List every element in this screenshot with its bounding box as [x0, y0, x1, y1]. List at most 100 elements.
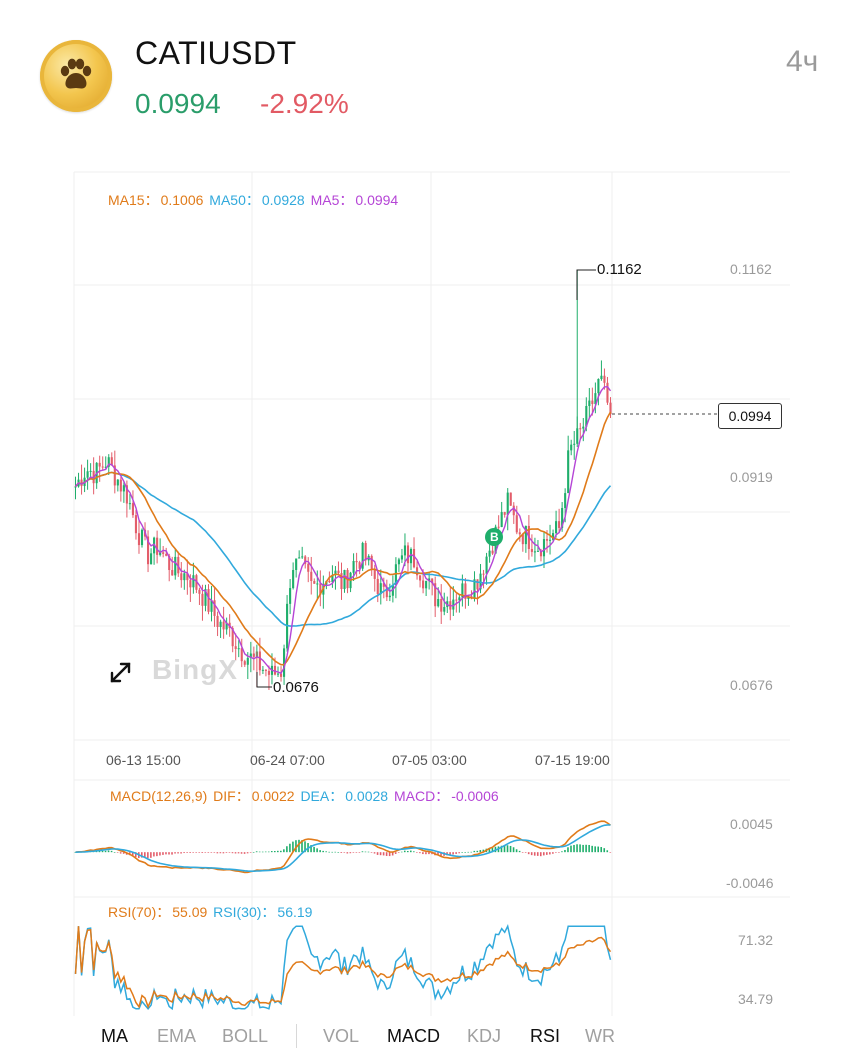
macd-bar	[382, 852, 385, 856]
candle-body	[458, 597, 461, 601]
candle-body	[533, 551, 536, 553]
dea-value: 0.0028	[345, 788, 389, 804]
candle-body	[207, 589, 210, 612]
candle-body	[582, 426, 585, 429]
tab-ema[interactable]: EMA	[157, 1026, 197, 1046]
macd-bar	[410, 850, 412, 853]
candle-body	[428, 578, 431, 582]
macd-bar	[542, 852, 545, 856]
macd-bar	[186, 852, 188, 853]
candle-body	[488, 550, 491, 557]
macd-bar	[579, 844, 581, 853]
macd-bar	[452, 852, 454, 855]
candle-body	[122, 485, 125, 492]
candle-body	[403, 545, 407, 556]
candle-body	[116, 479, 119, 486]
macd-bar	[582, 844, 584, 853]
candle-body	[397, 559, 400, 565]
candle-body	[576, 428, 579, 444]
macd-bar	[564, 849, 566, 853]
candle-body	[530, 549, 533, 552]
dif-label: DIF：	[213, 788, 250, 804]
tab-ma[interactable]: MA	[101, 1026, 128, 1046]
macd-bar	[467, 851, 470, 853]
candle-body	[313, 580, 316, 584]
tab-kdj[interactable]: KDJ	[467, 1026, 502, 1046]
candle-body	[340, 573, 343, 590]
macd-bar	[319, 850, 321, 853]
ma15-value: 0.1006	[160, 192, 204, 208]
candle-body	[180, 573, 183, 581]
macd-bar	[174, 852, 176, 854]
candle-body	[609, 402, 612, 415]
interval-selector[interactable]: 4ч	[786, 45, 819, 78]
macd-bar	[370, 852, 373, 853]
tab-boll[interactable]: BOLL	[222, 1026, 269, 1046]
macd-bar	[403, 850, 406, 853]
macd-bar	[500, 845, 503, 853]
candle-body	[213, 600, 216, 616]
macd-bar	[261, 851, 264, 853]
macd-bar	[503, 845, 506, 853]
candle-body	[434, 583, 437, 607]
macd-bar	[289, 843, 291, 853]
candle-body	[246, 657, 249, 665]
macd-bar	[180, 852, 182, 854]
candle-body	[276, 673, 280, 675]
macd-bar	[201, 852, 204, 853]
macd-bar	[98, 850, 101, 853]
candles	[74, 270, 612, 690]
tab-macd[interactable]: MACD	[387, 1026, 440, 1046]
candle-body	[606, 382, 609, 403]
candle-body	[512, 505, 515, 516]
macd-bar	[331, 851, 334, 853]
candle-body	[561, 508, 564, 528]
buy-marker[interactable]	[485, 528, 503, 546]
candle-body	[482, 573, 485, 575]
macd-bar	[156, 852, 158, 857]
candle-body	[171, 570, 174, 576]
candle-body	[588, 400, 591, 406]
macd-bar	[573, 844, 575, 853]
candle-body	[80, 479, 83, 487]
macd-bar	[376, 852, 379, 855]
tab-wr[interactable]: WR	[585, 1026, 615, 1046]
rsi-y-tick: 71.32	[738, 932, 774, 948]
candle-body	[319, 583, 322, 595]
tab-rsi[interactable]: RSI	[530, 1026, 561, 1046]
macd-bar	[237, 852, 240, 854]
macd-bar	[192, 852, 194, 853]
candle-body	[470, 596, 473, 598]
macd-bar	[298, 839, 300, 853]
candle-body	[376, 578, 379, 595]
candle-body	[545, 539, 549, 541]
macd-bar	[252, 852, 255, 853]
candle-body	[113, 465, 116, 486]
macd-params: MACD(12,26,9)	[110, 788, 208, 804]
macd-bar	[546, 852, 548, 855]
rsi70-line	[74, 926, 612, 1009]
macd-hist-value: -0.0006	[451, 788, 499, 804]
rsi-y-tick: 34.79	[738, 991, 774, 1007]
ma50-line	[74, 471, 612, 627]
candle-body	[258, 651, 261, 671]
macd-bar	[524, 852, 527, 853]
candle-body	[192, 575, 195, 588]
expand-icon[interactable]	[110, 662, 131, 683]
macd-bar	[606, 850, 609, 853]
candle-body	[412, 548, 416, 568]
macd-bar	[425, 852, 427, 855]
candle-body	[165, 553, 168, 556]
candle-body	[515, 515, 518, 533]
rsi30-value: 56.19	[277, 904, 313, 920]
macd-bar	[361, 851, 364, 853]
macd-bar	[479, 850, 482, 853]
candle-body	[548, 539, 552, 541]
candle-body	[219, 621, 222, 628]
low-marker-label: 0.0676	[273, 679, 319, 696]
macd-bar	[168, 852, 170, 855]
tab-vol[interactable]: VOL	[323, 1026, 360, 1046]
candle-body	[503, 512, 506, 515]
candle-body	[222, 621, 225, 630]
